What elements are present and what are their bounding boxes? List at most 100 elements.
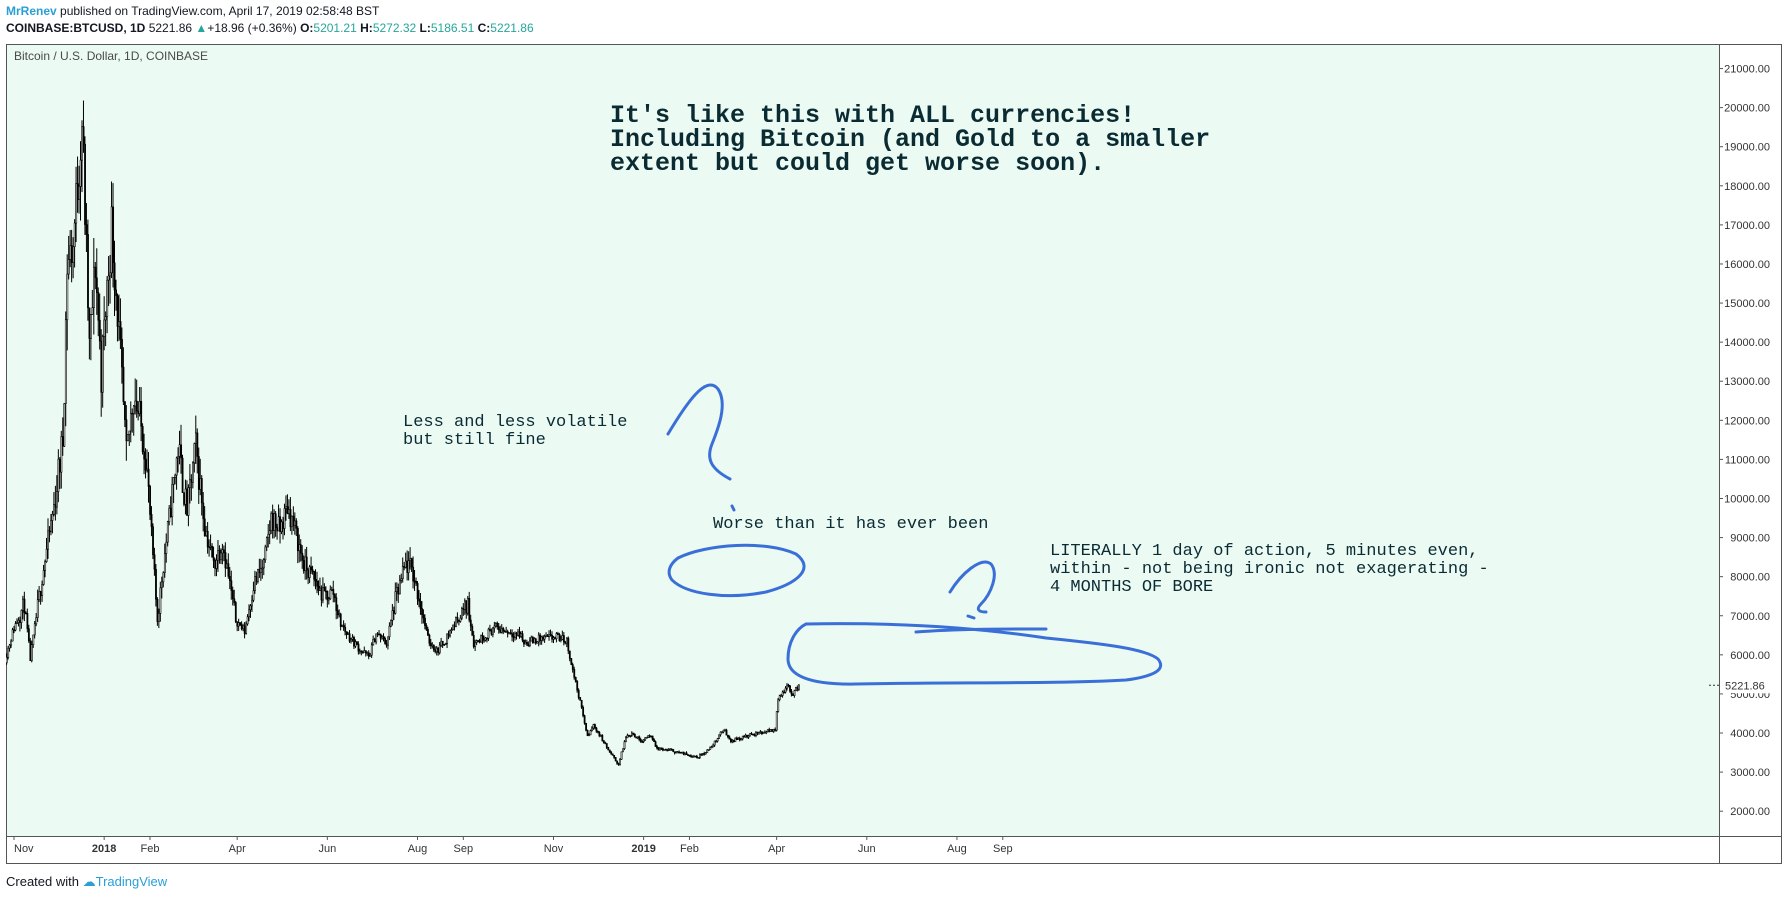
candle-body — [217, 550, 219, 561]
candle-body — [61, 436, 64, 447]
candle-body — [125, 419, 128, 442]
price-chart[interactable]: Bitcoin / U.S. Dollar, 1D, COINBASE 2000.… — [6, 44, 1782, 864]
candle-body — [597, 730, 599, 733]
candle-body — [258, 569, 261, 574]
candle-body — [781, 691, 784, 696]
candle-body — [667, 749, 670, 751]
candle — [367, 650, 370, 660]
candle — [140, 387, 143, 442]
candle-body — [462, 608, 465, 610]
candle-body — [317, 585, 320, 591]
candle-body — [484, 637, 487, 641]
candle — [165, 533, 168, 563]
candle — [342, 620, 345, 631]
candle — [27, 624, 30, 643]
candle — [11, 627, 14, 642]
candle — [231, 586, 234, 606]
candle-body — [323, 587, 326, 592]
tradingview-link[interactable]: TradingView — [95, 874, 168, 889]
candle — [775, 711, 778, 732]
x-tick-label: Nov — [544, 843, 564, 855]
candle-body — [660, 747, 663, 750]
candle — [75, 166, 78, 243]
candle — [707, 749, 710, 752]
candle — [150, 506, 153, 537]
created-with-label: Created with — [6, 874, 79, 889]
candle-body — [70, 245, 73, 263]
candle — [101, 334, 104, 408]
candle-body — [84, 143, 86, 225]
candle — [336, 604, 339, 619]
candle-body — [635, 736, 638, 739]
candle-body — [475, 640, 478, 643]
candle — [183, 492, 185, 507]
candle — [718, 734, 721, 739]
candle — [187, 484, 190, 527]
candle — [326, 590, 329, 608]
candle-body — [257, 569, 259, 582]
candle-body — [725, 729, 728, 736]
candle-body — [376, 633, 379, 636]
candle-body — [234, 602, 237, 623]
candle — [161, 576, 163, 599]
candle-body — [404, 560, 407, 568]
candle-body — [366, 652, 369, 655]
candle-body — [753, 733, 756, 736]
candle-body — [6, 657, 8, 664]
candle-body — [271, 513, 274, 531]
candle-body — [146, 468, 149, 471]
y-tick-label: 4000.00 — [1730, 728, 1770, 740]
candle-body — [741, 735, 744, 740]
candle-body — [577, 689, 580, 698]
candle — [622, 748, 624, 753]
candle — [400, 573, 403, 584]
y-tick-label: 14000.00 — [1724, 337, 1770, 349]
candle-body — [650, 735, 653, 738]
candle — [713, 740, 716, 747]
candle — [113, 240, 116, 317]
candle-body — [172, 477, 175, 485]
candle — [339, 612, 342, 631]
candle-body — [69, 245, 72, 260]
candle-body — [533, 638, 536, 644]
candle — [443, 643, 446, 646]
candle-body — [682, 751, 685, 755]
candle — [33, 620, 36, 639]
candle-body — [602, 740, 605, 743]
candle-body — [623, 741, 626, 749]
candle-body — [282, 521, 284, 529]
candle-body — [774, 729, 777, 731]
candle — [172, 477, 175, 504]
candle-body — [27, 628, 30, 642]
candle — [180, 424, 183, 474]
candle — [427, 626, 429, 636]
candle — [356, 641, 358, 646]
candle-body — [552, 637, 555, 640]
candle-body — [472, 635, 475, 647]
candle-body — [542, 636, 545, 640]
candle-body — [622, 748, 624, 753]
candle — [335, 593, 338, 620]
candle — [644, 737, 647, 741]
tradingview-logo-icon[interactable]: ☁ — [82, 874, 96, 889]
candle — [124, 401, 126, 428]
candle-body — [387, 636, 389, 646]
candle-body — [583, 715, 586, 724]
candle — [625, 736, 627, 743]
candle-body — [520, 633, 522, 637]
candle-body — [684, 752, 687, 755]
candle-body — [787, 684, 790, 687]
chart-frame[interactable]: Bitcoin / U.S. Dollar, 1D, COINBASE 2000.… — [6, 44, 1782, 864]
close-label: C: — [477, 21, 491, 35]
candle — [375, 633, 378, 645]
candle-body — [192, 462, 194, 483]
author-link[interactable]: MrRenev — [6, 4, 57, 18]
candle-body — [429, 642, 432, 646]
candle — [415, 577, 418, 586]
candle-body — [335, 597, 338, 611]
low-value: 5186.51 — [430, 21, 475, 35]
candle-body — [571, 664, 574, 670]
chart-title: Bitcoin / U.S. Dollar, 1D, COINBASE — [14, 49, 208, 63]
candle — [251, 595, 253, 612]
candle-body — [239, 622, 242, 626]
